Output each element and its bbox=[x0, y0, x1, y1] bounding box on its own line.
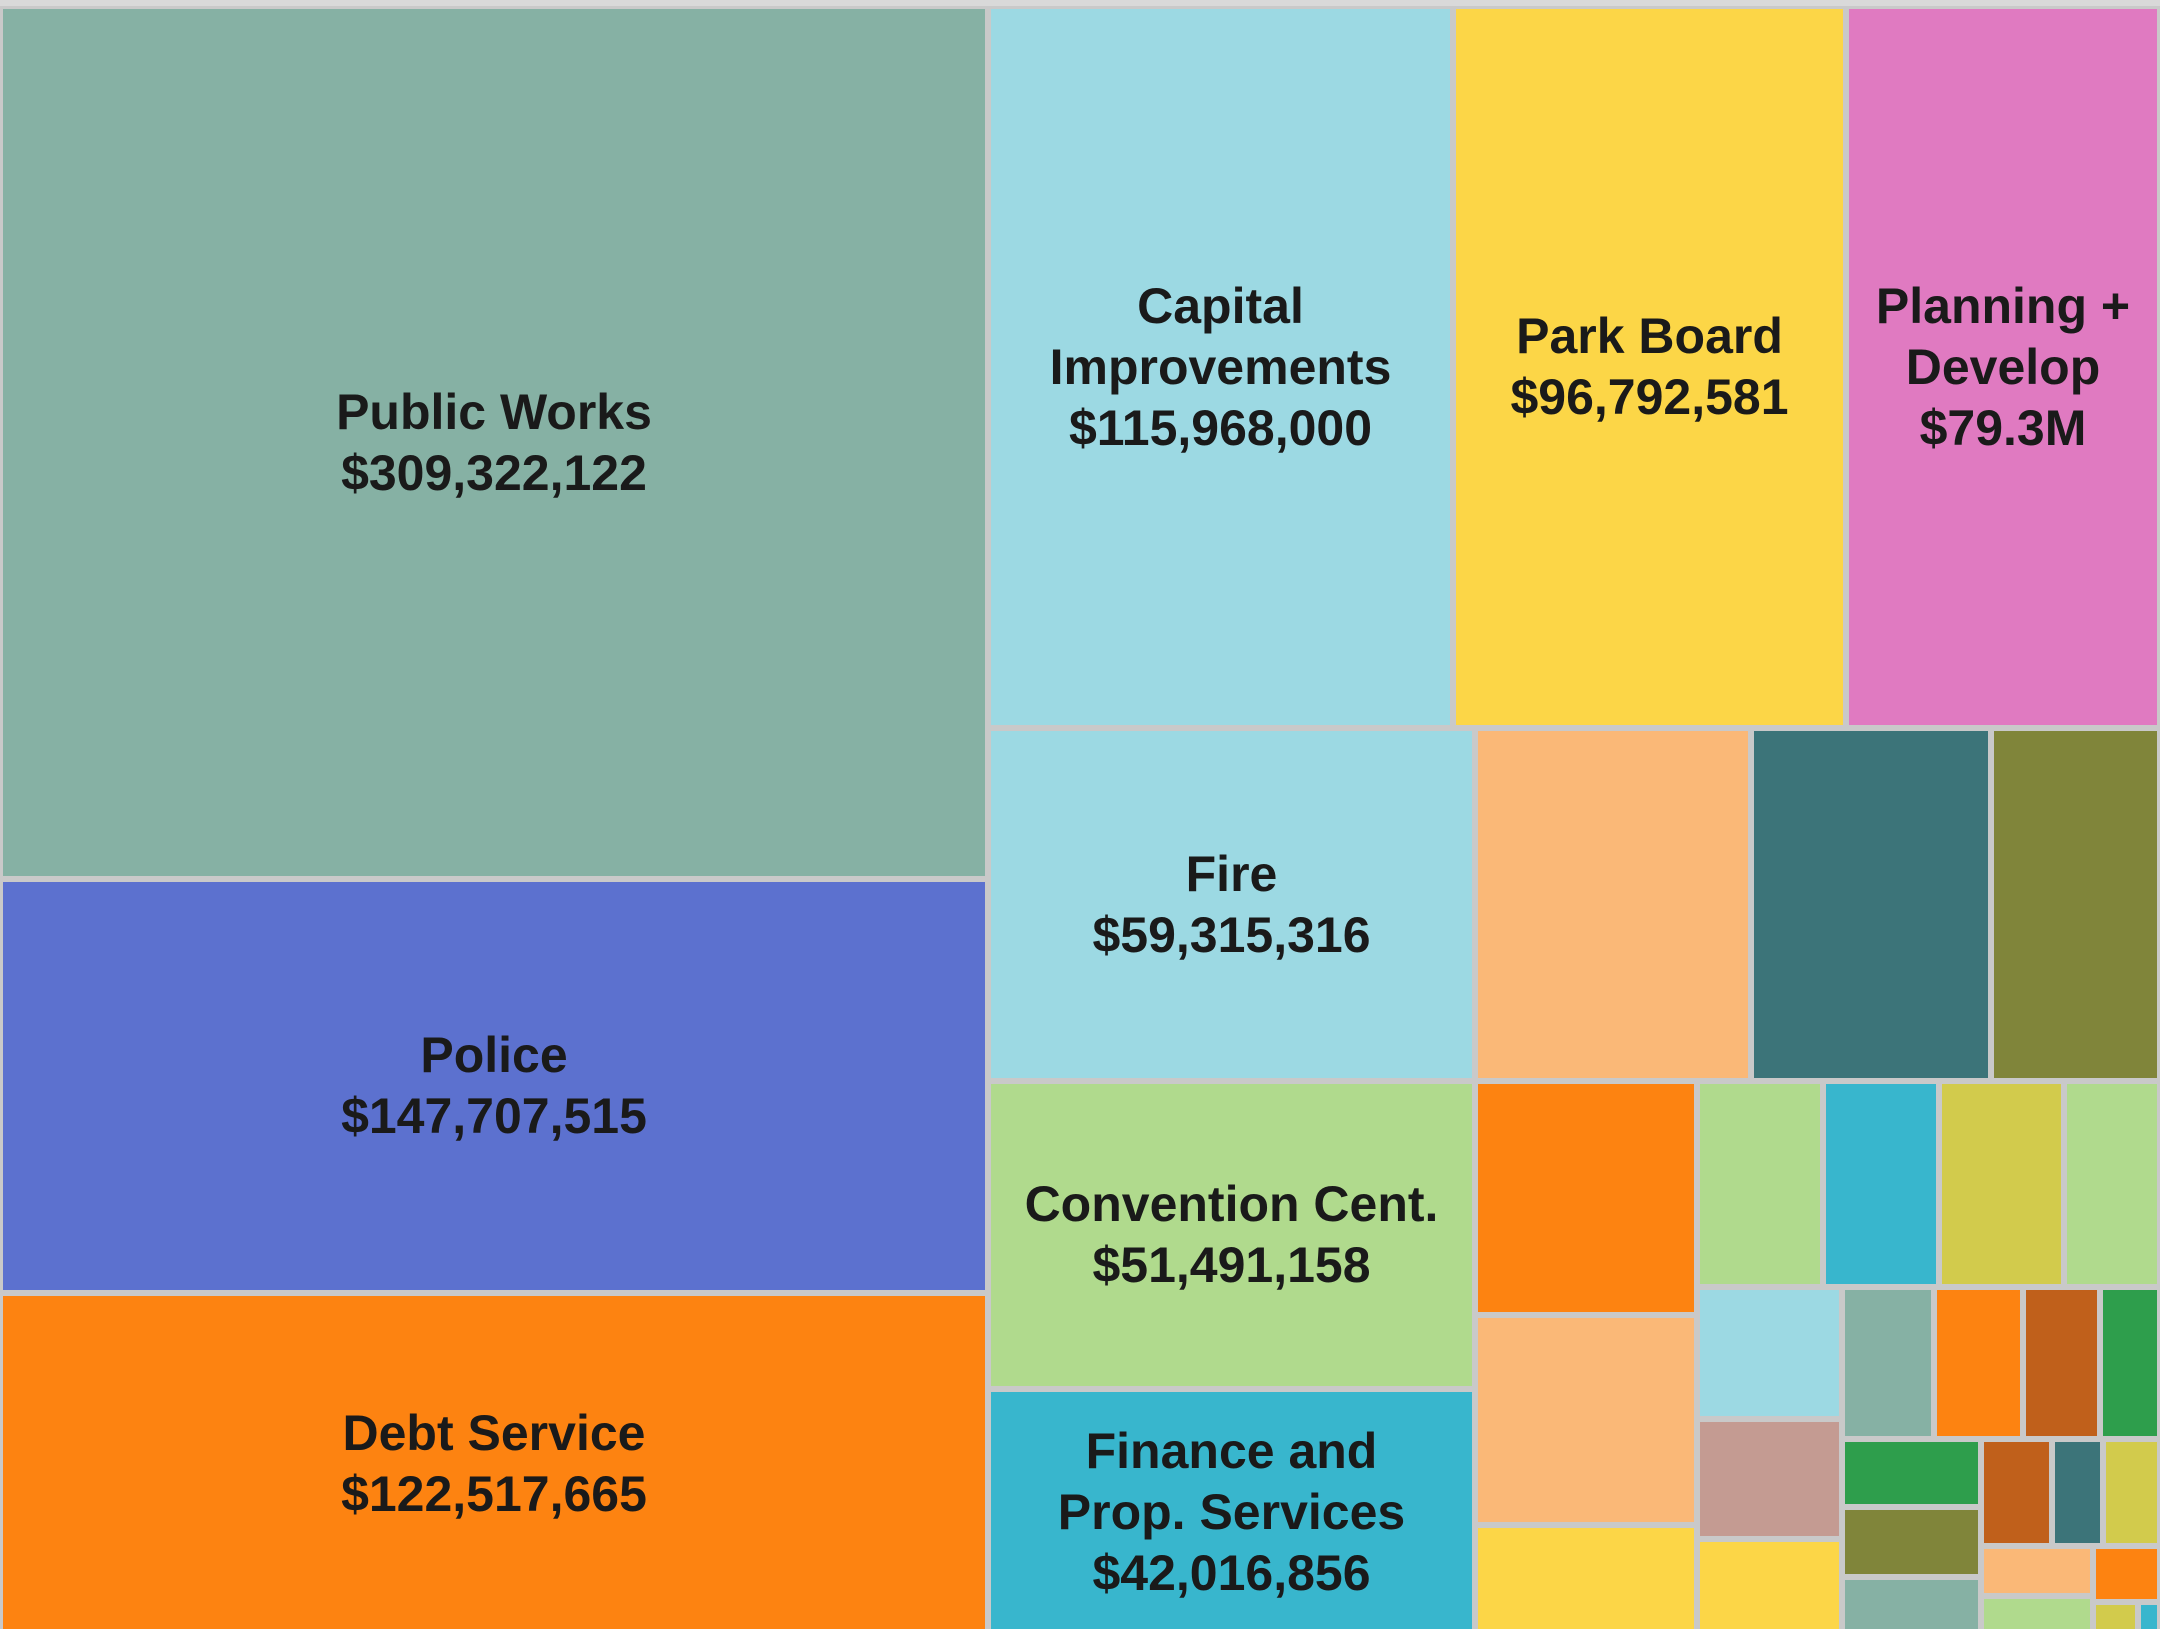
treemap-cell-value: $122,517,665 bbox=[341, 1466, 647, 1522]
treemap-cell-value: $79.3M bbox=[1919, 399, 2087, 456]
treemap-cell-value: $96,792,581 bbox=[1510, 369, 1789, 425]
treemap-cell-unlabeled-18[interactable] bbox=[1697, 1287, 1842, 1419]
treemap-cell-unlabeled-10[interactable] bbox=[1751, 728, 1991, 1081]
treemap-cell-public-works[interactable]: Public Works $309,322,122 bbox=[0, 6, 988, 879]
treemap-label: Fire $59,315,316 bbox=[1092, 844, 1370, 966]
treemap-cell-value: $51,491,158 bbox=[1092, 1237, 1371, 1293]
treemap-cell-value: $309,322,122 bbox=[341, 444, 647, 501]
treemap-cell-unlabeled-31[interactable] bbox=[1475, 1525, 1697, 1629]
treemap-cell-debt-service[interactable]: Debt Service $122,517,665 bbox=[0, 1293, 988, 1629]
treemap-cell-unlabeled-12[interactable] bbox=[1475, 1081, 1697, 1315]
treemap-label: Police $147,707,515 bbox=[341, 1025, 647, 1147]
treemap-label: Capital Improvements $115,968,000 bbox=[1050, 276, 1392, 459]
treemap-cell-unlabeled-24[interactable] bbox=[1842, 1439, 1981, 1507]
treemap-cell-unlabeled-9[interactable] bbox=[1475, 728, 1751, 1081]
treemap-cell-name: Public Works bbox=[336, 383, 652, 440]
treemap-cell-park-board[interactable]: Park Board $96,792,581 bbox=[1453, 6, 1846, 728]
treemap-cell-name: Convention Cent. bbox=[1024, 1176, 1439, 1232]
treemap-cell-unlabeled-11[interactable] bbox=[1991, 728, 2160, 1081]
treemap-cell-unlabeled-35[interactable] bbox=[2093, 1602, 2138, 1629]
treemap-label: Convention Cent. $51,491,158 bbox=[1025, 1174, 1439, 1296]
treemap-cell-unlabeled-33[interactable] bbox=[1842, 1577, 1981, 1629]
treemap-cell-name: Capital bbox=[1137, 277, 1304, 334]
treemap-cell-name: Prop. Services bbox=[1057, 1483, 1406, 1540]
treemap-cell-name: Finance and bbox=[1085, 1422, 1378, 1479]
treemap-cell-unlabeled-30[interactable] bbox=[2093, 1546, 2160, 1602]
treemap-cell-unlabeled-17[interactable] bbox=[1475, 1315, 1697, 1525]
treemap-cell-capital-improvements[interactable]: Capital Improvements $115,968,000 bbox=[988, 6, 1453, 728]
treemap-cell-name: Debt Service bbox=[342, 1405, 646, 1461]
treemap-cell-unlabeled-36[interactable] bbox=[2138, 1602, 2160, 1629]
treemap-cell-unlabeled-13[interactable] bbox=[1697, 1081, 1823, 1287]
treemap-cell-unlabeled-20[interactable] bbox=[1934, 1287, 2023, 1439]
treemap-cell-unlabeled-19[interactable] bbox=[1842, 1287, 1934, 1439]
treemap-cell-name: Improvements bbox=[1049, 338, 1392, 395]
treemap-cell-unlabeled-25[interactable] bbox=[1981, 1439, 2052, 1546]
treemap-cell-unlabeled-15[interactable] bbox=[1939, 1081, 2064, 1287]
treemap-cell-fire[interactable]: Fire $59,315,316 bbox=[988, 728, 1475, 1081]
treemap-cell-unlabeled-26[interactable] bbox=[2052, 1439, 2103, 1546]
treemap-cell-unlabeled-29[interactable] bbox=[1981, 1546, 2093, 1596]
treemap-cell-value: $147,707,515 bbox=[341, 1088, 647, 1144]
treemap-label: Park Board $96,792,581 bbox=[1510, 306, 1788, 428]
treemap-cell-name: Police bbox=[420, 1027, 568, 1083]
treemap-label: Public Works $309,322,122 bbox=[336, 382, 652, 504]
treemap-cell-unlabeled-27[interactable] bbox=[2103, 1439, 2160, 1546]
treemap-cell-value: $59,315,316 bbox=[1092, 906, 1371, 963]
treemap-cell-unlabeled-14[interactable] bbox=[1823, 1081, 1939, 1287]
treemap-cell-planning-develop[interactable]: Planning + Develop $79.3M bbox=[1846, 6, 2160, 728]
treemap-cell-unlabeled-28[interactable] bbox=[1842, 1507, 1981, 1577]
treemap-cell-value: $115,968,000 bbox=[1068, 399, 1373, 456]
treemap-cell-convention-cent[interactable]: Convention Cent. $51,491,158 bbox=[988, 1081, 1475, 1389]
treemap-cell-police[interactable]: Police $147,707,515 bbox=[0, 879, 988, 1293]
treemap-cell-unlabeled-16[interactable] bbox=[2064, 1081, 2160, 1287]
treemap-cell-name: Planning + bbox=[1875, 277, 2131, 334]
treemap-cell-unlabeled-23[interactable] bbox=[1697, 1419, 1842, 1539]
treemap-cell-unlabeled-22[interactable] bbox=[2100, 1287, 2160, 1439]
treemap-cell-finance-and-prop-services[interactable]: Finance and Prop. Services $42,016,856 bbox=[988, 1389, 1475, 1629]
treemap-cell-name: Develop bbox=[1905, 338, 2101, 395]
treemap-label: Debt Service $122,517,665 bbox=[341, 1403, 647, 1525]
treemap-cell-unlabeled-21[interactable] bbox=[2023, 1287, 2100, 1439]
treemap-cell-name: Park Board bbox=[1516, 308, 1783, 364]
treemap-cell-unlabeled-32[interactable] bbox=[1697, 1539, 1842, 1629]
treemap-cell-value: $42,016,856 bbox=[1092, 1544, 1371, 1601]
treemap-label: Planning + Develop $79.3M bbox=[1876, 276, 2130, 459]
treemap-cell-unlabeled-34[interactable] bbox=[1981, 1596, 2093, 1629]
treemap-cell-name: Fire bbox=[1185, 845, 1278, 902]
treemap-label: Finance and Prop. Services $42,016,856 bbox=[1058, 1421, 1405, 1604]
